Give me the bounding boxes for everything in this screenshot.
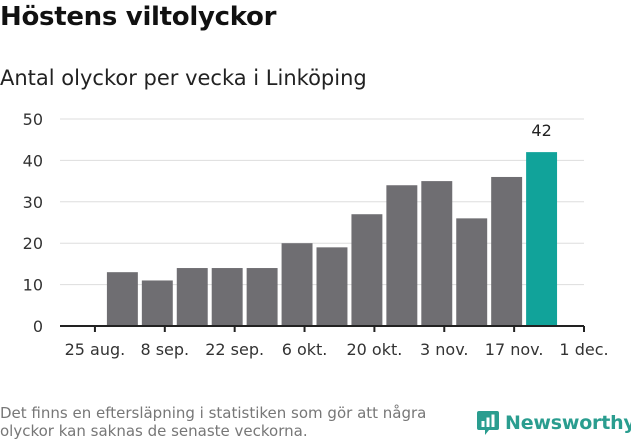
- newsworthy-logo-icon: [477, 411, 499, 435]
- x-tick-label: 22 sep.: [205, 340, 264, 359]
- y-tick-label: 30: [23, 193, 43, 212]
- data-label: 42: [531, 121, 551, 140]
- bar: [316, 247, 348, 326]
- x-tick-label: 25 aug.: [65, 340, 126, 359]
- brand-name: Newsworthy: [505, 412, 631, 434]
- bar: [211, 268, 243, 326]
- bar-chart: 0 10 20 30 40 50 25 aug. 8 sep. 22 sep. 6 okt. 20…: [23, 110, 609, 359]
- chart-title: Höstens viltolyckor: [0, 2, 277, 32]
- y-tick-label: 50: [23, 110, 43, 129]
- bar: [491, 176, 523, 326]
- bar: [421, 181, 453, 326]
- x-tick-label: 3 nov.: [420, 340, 469, 359]
- y-tick-label: 0: [33, 317, 43, 336]
- bar: [246, 268, 278, 326]
- footnote: Det finns en eftersläpning i statistiken…: [0, 404, 427, 440]
- x-axis: 25 aug. 8 sep. 22 sep. 6 okt. 20 okt. 3 nov. 1…: [60, 325, 609, 359]
- bar: [281, 243, 313, 326]
- x-tick-label: 8 sep.: [140, 340, 189, 359]
- bar: [141, 280, 173, 326]
- y-tick-label: 10: [23, 276, 43, 295]
- x-tick-label: 20 okt.: [346, 340, 402, 359]
- data-labels: 42: [531, 121, 551, 140]
- bars: [106, 152, 558, 326]
- bar: [386, 185, 418, 326]
- x-tick-label: 1 dec.: [559, 340, 608, 359]
- x-tick-label: 17 nov.: [485, 340, 544, 359]
- newsworthy-brand[interactable]: Newsworthy: [476, 408, 631, 438]
- bar: [176, 268, 208, 326]
- y-tick-label: 40: [23, 151, 43, 170]
- y-axis-tick-labels: 0 10 20 30 40 50: [23, 110, 43, 336]
- bar-highlighted: [526, 152, 558, 326]
- chart-subtitle: Antal olyckor per vecka i Linköping: [0, 66, 367, 90]
- y-tick-label: 20: [23, 234, 43, 253]
- x-tick-label: 6 okt.: [282, 340, 328, 359]
- bar: [106, 272, 138, 326]
- bar: [456, 218, 488, 326]
- bar: [351, 214, 383, 326]
